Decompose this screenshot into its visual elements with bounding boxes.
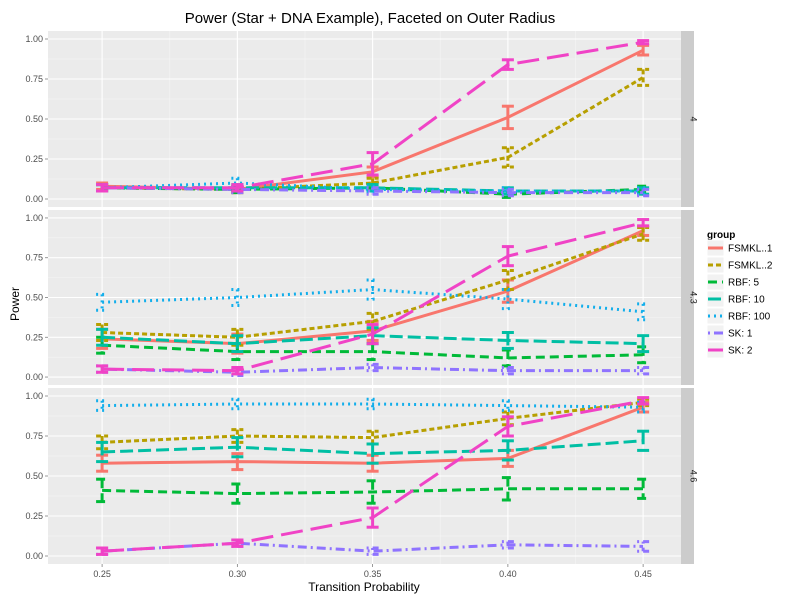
legend: group FSMKL..1 FSMKL..2 RBF: 5 RBF: 10 RBF: … <box>706 230 773 359</box>
y-tick-label: 0.75 <box>25 74 43 84</box>
series-sk-1-errorbar <box>366 186 379 196</box>
y-tick-label: 0.50 <box>25 471 43 481</box>
y-tick-label: 0.25 <box>25 332 43 342</box>
facet-panel-4-3: 0.00 0.25 0.50 0.75 1.00 4.3 <box>25 210 699 385</box>
y-tick-label: 1.00 <box>25 34 43 44</box>
legend-label: FSMKL..1 <box>728 244 773 255</box>
series-group <box>96 39 650 199</box>
y-tick-label: 0.00 <box>25 372 43 382</box>
facet-strip-label: 4.6 <box>689 470 699 483</box>
series-sk-1-errorbar <box>501 540 514 550</box>
legend-item-fsmkl-2: FSMKL..2 <box>706 256 773 274</box>
series-sk-2-errorbar <box>637 218 650 228</box>
series-fsmkl-2-line <box>102 400 644 444</box>
legend-title: group <box>707 230 735 241</box>
legend-label: SK: 1 <box>728 329 753 340</box>
series-group <box>96 396 650 556</box>
y-tick-label: 1.00 <box>25 391 43 401</box>
series-sk-1-errorbar <box>366 546 379 556</box>
legend-item-sk-1: SK: 1 <box>706 324 753 342</box>
y-tick-label: 0.00 <box>25 551 43 561</box>
series-rbf-100-errorbar <box>501 288 514 311</box>
facet-strip-label: 4 <box>689 116 699 121</box>
facet-strip <box>681 31 694 207</box>
x-tick-label: 0.30 <box>229 569 247 579</box>
y-tick-label: 0.75 <box>25 431 43 441</box>
series-fsmkl-2-errorbar <box>637 226 650 242</box>
series-sk-2-line <box>102 399 644 553</box>
y-tick-label: 0.75 <box>25 253 43 263</box>
series-rbf-100-errorbar <box>96 399 109 412</box>
series-fsmkl-2-errorbar <box>96 323 109 342</box>
series-sk-1-errorbar <box>366 362 379 373</box>
series-rbf-100-errorbar <box>501 399 514 412</box>
series-rbf-100-errorbar <box>637 302 650 322</box>
y-tick-label: 0.50 <box>25 114 43 124</box>
y-axis-title: Power <box>8 287 22 321</box>
series-sk-1-errorbar <box>501 187 514 198</box>
legend-item-rbf-5: RBF: 5 <box>706 273 760 291</box>
x-tick-label: 0.35 <box>364 569 382 579</box>
legend-key-box <box>706 256 725 274</box>
legend-label: RBF: 5 <box>728 278 760 289</box>
legend-item-rbf-10: RBF: 10 <box>706 290 765 308</box>
facet-strip <box>681 210 694 385</box>
x-tick-label: 0.45 <box>634 569 652 579</box>
x-tick-label: 0.25 <box>93 569 111 579</box>
series-rbf-100-errorbar <box>366 278 379 301</box>
facet-strip <box>681 388 694 564</box>
series-rbf-5-errorbar <box>637 477 650 500</box>
legend-label: FSMKL..2 <box>728 261 773 272</box>
legend-item-rbf-100: RBF: 100 <box>706 307 771 325</box>
series-rbf-100-errorbar <box>366 397 379 411</box>
legend-item-fsmkl-1: FSMKL..1 <box>706 239 773 257</box>
series-rbf-100-line <box>102 288 644 314</box>
series-fsmkl-2-errorbar <box>366 311 379 331</box>
legend-label: RBF: 10 <box>728 295 765 306</box>
series-rbf-5-errorbar <box>501 476 514 502</box>
x-axis: 0.25 0.30 0.35 0.40 0.45 <box>93 564 652 579</box>
series-sk-2-line <box>102 40 644 190</box>
legend-item-sk-2: SK: 2 <box>706 341 753 359</box>
legend-label: SK: 2 <box>728 346 753 357</box>
series-rbf-10-line <box>102 439 644 456</box>
series-sk-1-errorbar <box>501 366 514 376</box>
series-rbf-10-errorbar <box>96 327 109 347</box>
facet-strip-label: 4.3 <box>689 291 699 304</box>
y-tick-label: 0.00 <box>25 194 43 204</box>
series-rbf-100-line <box>102 402 644 409</box>
x-tick-label: 0.40 <box>499 569 517 579</box>
x-axis-title: Transition Probability <box>308 580 420 594</box>
facet-panels: 0.00 0.25 0.50 0.75 1.00 4 0.00 0.25 0.50 0.75 1.0… <box>25 31 699 579</box>
y-tick-label: 0.25 <box>25 511 43 521</box>
y-tick-label: 1.00 <box>25 213 43 223</box>
series-sk-2-line <box>102 221 644 373</box>
facet-panel-4-6: 0.00 0.25 0.50 0.75 1.00 4.6 <box>25 388 699 564</box>
series-rbf-5-line <box>102 487 644 496</box>
chart-title: Power (Star + DNA Example), Faceted on O… <box>185 10 556 27</box>
series-fsmkl-2-errorbar <box>231 327 244 347</box>
series-rbf-5-errorbar <box>231 482 244 505</box>
series-fsmkl-2-errorbar <box>637 67 650 87</box>
legend-label: RBF: 100 <box>728 312 771 323</box>
series-rbf-100-errorbar <box>231 397 244 411</box>
series-rbf-100-errorbar <box>231 288 244 307</box>
y-tick-label: 0.25 <box>25 154 43 164</box>
y-tick-label: 0.50 <box>25 293 43 303</box>
series-rbf-5-errorbar <box>366 479 379 505</box>
series-sk-1-errorbar <box>637 187 650 198</box>
series-rbf-5-line <box>102 343 644 360</box>
series-group <box>96 218 650 377</box>
series-rbf-5-errorbar <box>96 477 109 504</box>
series-sk-1-errorbar <box>637 366 650 376</box>
series-fsmkl-2-line <box>102 232 644 339</box>
series-sk-1-errorbar <box>637 540 650 553</box>
facet-panel-4: 0.00 0.25 0.50 0.75 1.00 4 <box>25 31 699 207</box>
